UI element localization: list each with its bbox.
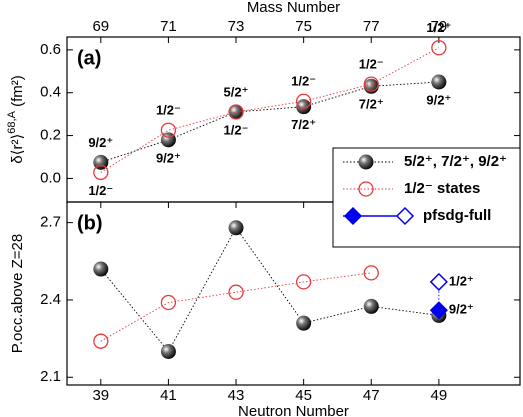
marker bbox=[296, 99, 312, 115]
y-axis-title: P.occ.above Z=28 bbox=[9, 234, 26, 353]
marker bbox=[228, 284, 244, 300]
x2-tick-label: 73 bbox=[228, 18, 245, 35]
x2-tick-label: 79 bbox=[431, 18, 448, 35]
legend-label: 1/2⁻ states bbox=[404, 180, 480, 197]
x-tick-label: 45 bbox=[295, 387, 312, 404]
point-label: 1/2⁺ bbox=[426, 20, 451, 35]
y-axis-title: δ⟨r²⟩68,A (fm²) bbox=[6, 75, 26, 164]
point-label: 1/2⁺ bbox=[449, 273, 474, 288]
marker bbox=[160, 343, 176, 359]
y-tick-label: 2.4 bbox=[40, 291, 61, 308]
marker bbox=[363, 76, 379, 92]
x-tick-label: 39 bbox=[92, 387, 109, 404]
y-title-sup: 68,A bbox=[6, 110, 18, 133]
marker bbox=[429, 301, 448, 320]
y-tick-label: 0.2 bbox=[40, 127, 61, 144]
panel-label: (b) bbox=[77, 212, 103, 234]
panel-label: (a) bbox=[77, 47, 101, 69]
point-label: 9/2⁺ bbox=[449, 302, 474, 317]
marker bbox=[343, 206, 363, 226]
marker bbox=[363, 265, 379, 281]
y-title-unit: (fm²) bbox=[9, 75, 26, 111]
marker bbox=[160, 122, 177, 138]
marker bbox=[295, 274, 312, 290]
x2-tick-label: 77 bbox=[363, 18, 380, 35]
marker bbox=[228, 220, 244, 236]
marker bbox=[93, 164, 109, 181]
marker bbox=[160, 294, 177, 311]
x-tick-label: 49 bbox=[431, 387, 448, 404]
y-tick-label: 0.0 bbox=[40, 169, 61, 186]
series-line bbox=[100, 226, 439, 353]
series-line bbox=[100, 272, 372, 342]
marker bbox=[228, 104, 244, 120]
legend-label: 5/2⁺, 7/2⁺, 9/2⁺ bbox=[404, 153, 507, 170]
marker bbox=[295, 93, 312, 109]
point-label: 1/2⁻ bbox=[291, 74, 316, 89]
x2-tick-label: 75 bbox=[295, 18, 312, 35]
marker bbox=[358, 154, 374, 170]
legend-label: pfsdg-full bbox=[423, 207, 491, 224]
marker bbox=[363, 298, 379, 314]
marker bbox=[93, 333, 109, 349]
marker bbox=[429, 272, 448, 291]
point-label: 7/2⁺ bbox=[291, 117, 316, 132]
point-label: 1/2⁻ bbox=[88, 183, 113, 198]
point-label: 1/2⁻ bbox=[359, 57, 384, 72]
point-label: 9/2⁺ bbox=[156, 150, 181, 165]
marker bbox=[228, 104, 244, 120]
marker bbox=[431, 74, 447, 90]
point-label: 7/2⁺ bbox=[359, 97, 384, 112]
y-tick-label: 2.7 bbox=[40, 214, 61, 231]
plot-frame bbox=[66, 201, 521, 386]
point-label: 1/2⁻ bbox=[156, 103, 181, 118]
marker bbox=[358, 181, 374, 197]
x2-tick-label: 69 bbox=[92, 18, 109, 35]
x-tick-label: 41 bbox=[160, 387, 177, 404]
point-label: 9/2⁺ bbox=[426, 92, 451, 107]
x-tick-label: 43 bbox=[228, 387, 245, 404]
point-label: 5/2⁺ bbox=[224, 84, 249, 99]
series-line bbox=[100, 81, 439, 163]
marker bbox=[93, 261, 109, 277]
x2-tick-label: 71 bbox=[160, 18, 177, 35]
x-tick-label: 47 bbox=[363, 387, 380, 404]
point-label: 9/2⁺ bbox=[88, 135, 113, 150]
marker bbox=[395, 206, 415, 226]
y-tick-label: 0.6 bbox=[40, 41, 61, 58]
x2-axis-title: Mass Number bbox=[247, 0, 340, 16]
y-tick-label: 0.4 bbox=[40, 84, 61, 101]
marker bbox=[296, 315, 312, 331]
marker bbox=[431, 40, 447, 56]
point-label: 1/2⁻ bbox=[224, 122, 249, 137]
x-axis-title: Neutron Number bbox=[238, 403, 349, 417]
y-title-main: δ⟨r²⟩ bbox=[9, 134, 26, 164]
y-title-main: P.occ.above Z=28 bbox=[9, 234, 26, 353]
y-tick-label: 2.1 bbox=[40, 368, 61, 385]
